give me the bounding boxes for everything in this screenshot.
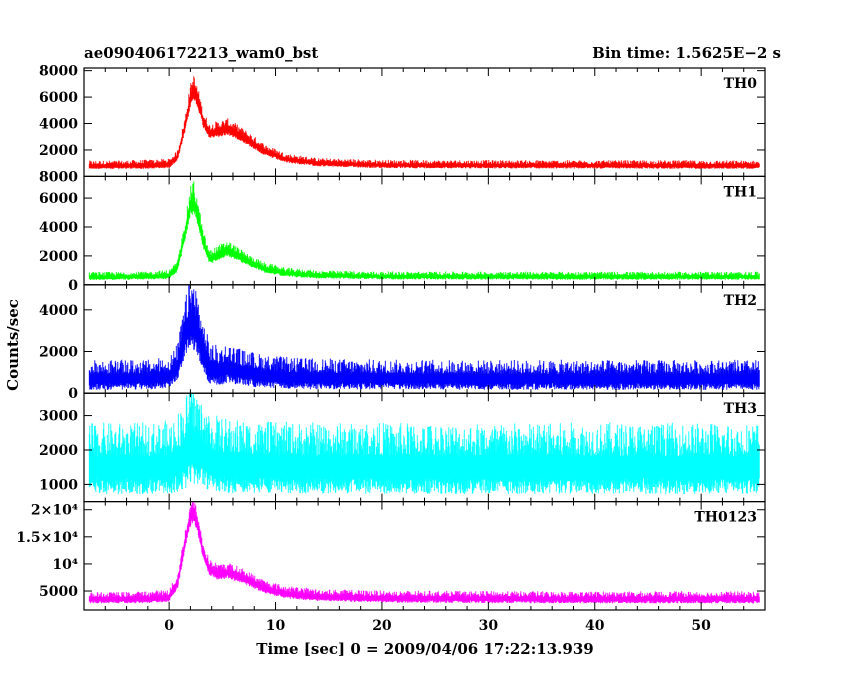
y-tick-label: 5000: [39, 584, 78, 600]
panel-label-th1: TH1: [724, 184, 757, 200]
y-tick-label: 1.5×10⁴: [16, 530, 78, 546]
y-axis-label: Counts/sec: [4, 299, 22, 391]
x-tick-label: 10: [266, 618, 286, 634]
y-tick-label: 2000: [39, 443, 78, 459]
y-tick-label: 2000: [39, 143, 78, 159]
chart-title: ae090406172213_wam0_bst: [84, 44, 319, 62]
y-tick-label: 3000: [39, 409, 78, 425]
x-axis-label: Time [sec] 0 = 2009/04/06 17:22:13.939: [256, 640, 593, 658]
panels-group: TH02000400060008000TH102000400060008000T…: [16, 64, 766, 634]
y-tick-label: 4000: [39, 117, 78, 133]
panel-th2: TH2 0 2000 4000: [39, 284, 766, 402]
x-tick-label: 0: [164, 618, 174, 634]
panel-label-th0123: TH0123: [694, 510, 757, 526]
y-tick-label: 6000: [39, 191, 78, 207]
y-tick-label: 0: [68, 386, 78, 402]
x-tick-label: 40: [585, 618, 605, 634]
series-th3: [88, 393, 760, 494]
y-tick-label: 0: [68, 278, 78, 294]
y-tick-label: 4000: [39, 303, 78, 319]
panel-th1: TH1 0 2000 4000 6000 8000: [39, 169, 766, 294]
series-th1: [88, 181, 760, 280]
y-tick-label: 8000: [39, 169, 78, 185]
panel-th0: TH0 2000 4000 6000 8000: [39, 64, 766, 178]
y-tick-label: 10⁴: [52, 557, 78, 573]
x-tick-label: 30: [479, 618, 499, 634]
y-tick-label: 4000: [39, 220, 78, 236]
y-tick-label: 1000: [39, 477, 78, 493]
panel-label-th0: TH0: [724, 76, 758, 92]
x-tick-label: 50: [691, 618, 711, 634]
bin-time-label: Bin time: 1.5625E−2 s: [592, 44, 781, 62]
series-th0: [88, 76, 760, 169]
panel-th0123: TH0123 5000 10⁴ 1.5×10⁴ 2×10⁴ 0 10 20 30 40 50: [16, 501, 766, 634]
y-tick-label: 2000: [39, 249, 78, 265]
x-tick-label: 20: [372, 618, 392, 634]
y-tick-label: 6000: [39, 90, 78, 106]
y-tick-label: 8000: [39, 64, 78, 80]
panel-label-th2: TH2: [724, 293, 757, 309]
series-th2: [88, 284, 760, 390]
series-th0123: [88, 501, 760, 604]
y-tick-label: 2000: [39, 345, 78, 361]
y-tick-label: 2×10⁴: [31, 503, 78, 519]
panel-label-th3: TH3: [724, 401, 757, 417]
panel-th3: TH3 1000 2000 3000: [39, 392, 766, 503]
